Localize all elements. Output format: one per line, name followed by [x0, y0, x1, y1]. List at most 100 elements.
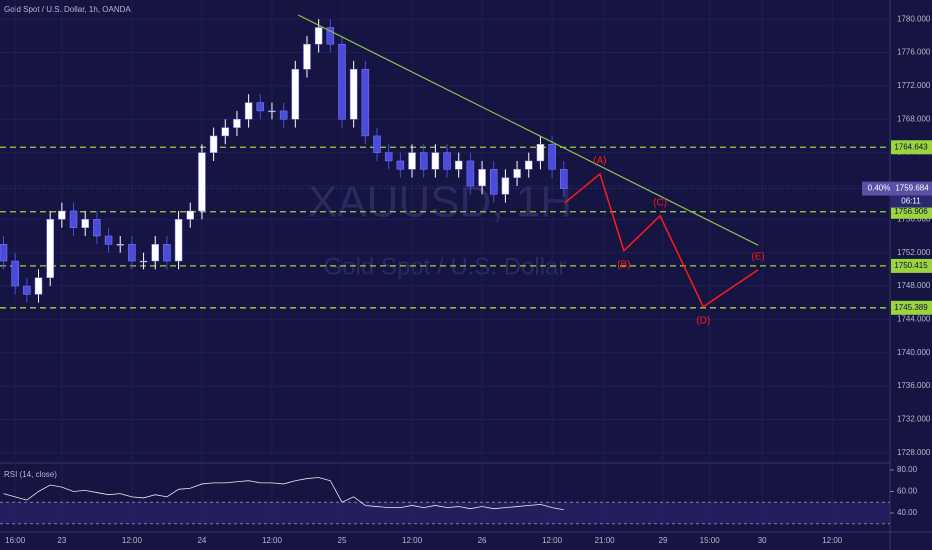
candle-body — [454, 160, 463, 170]
rsi-title: RSI (14, close) — [4, 470, 57, 479]
chart-title: Gold Spot / U.S. Dollar, 1h, OANDA — [4, 5, 131, 14]
y-tick-label: 1744.000 — [897, 315, 931, 324]
last-price-tag — [862, 181, 932, 196]
candle-body — [536, 144, 545, 162]
candle-body — [291, 68, 300, 120]
countdown-tag — [891, 195, 932, 208]
level-tag — [891, 204, 932, 219]
level-tag-label: 1764.643 — [894, 142, 928, 151]
x-tick-label: 12:00 — [822, 536, 843, 545]
y-tick-label: 1772.000 — [897, 81, 931, 90]
level-tag — [891, 300, 932, 315]
wave-label: (A) — [593, 156, 606, 167]
y-tick-label: 1776.000 — [897, 48, 931, 57]
wave-label: (C) — [653, 197, 667, 208]
candle-body — [139, 260, 148, 263]
candle-body — [163, 244, 171, 262]
x-tick-label: 23 — [57, 536, 66, 545]
candle-body — [303, 43, 311, 70]
candle-body — [478, 169, 486, 187]
candle-body — [524, 160, 533, 170]
candle-body — [361, 68, 370, 137]
candle-body — [560, 169, 568, 189]
candle-body — [431, 152, 440, 170]
rsi-line — [3, 477, 564, 511]
candle-body — [128, 244, 136, 262]
candle-body — [396, 160, 405, 170]
x-tick-label: 26 — [478, 536, 487, 545]
x-tick-label: 12:00 — [122, 536, 143, 545]
level-tag — [891, 258, 932, 273]
rsi-tick-label: 60.00 — [897, 487, 918, 496]
x-tick-label: 29 — [659, 536, 668, 545]
y-tick-label: 1728.000 — [897, 448, 931, 457]
rsi-band — [0, 502, 890, 524]
candle-body — [314, 27, 323, 45]
candle-body — [268, 110, 276, 113]
candle-body — [0, 244, 8, 262]
level-tag-label: 1750.415 — [894, 261, 928, 270]
level-tag-label: 1756.906 — [894, 207, 928, 216]
candle-body — [326, 27, 335, 45]
candle-body — [104, 235, 113, 245]
rsi-tick-label: 40.00 — [897, 508, 918, 517]
candle-body — [244, 102, 253, 120]
y-tick-label: 1768.000 — [897, 114, 931, 123]
y-tick-label: 1736.000 — [897, 381, 931, 390]
x-tick-label: 25 — [338, 536, 347, 545]
x-tick-label: 16:00 — [5, 536, 26, 545]
wave-path — [564, 172, 759, 308]
y-tick-label: 1780.000 — [897, 14, 931, 23]
candle-body — [186, 210, 195, 220]
candle-body — [466, 160, 475, 187]
candle-body — [221, 127, 230, 137]
x-tick-label: 30 — [758, 536, 767, 545]
y-tick-label: 1732.000 — [897, 415, 931, 424]
candle-body — [11, 260, 19, 287]
x-tick-label: 15:00 — [700, 536, 721, 545]
x-tick-label: 24 — [197, 536, 206, 545]
rsi-tick-label: 80.00 — [897, 465, 918, 474]
candle-body — [513, 169, 521, 178]
candle-body — [34, 277, 43, 295]
y-tick-label: 1740.000 — [897, 348, 931, 357]
candle-body — [419, 152, 428, 170]
candle-body — [69, 210, 78, 228]
x-tick-label: 12:00 — [402, 536, 423, 545]
candle-body — [349, 68, 358, 120]
candle-body — [151, 244, 159, 262]
candle-body — [373, 135, 381, 153]
level-tag — [891, 140, 932, 155]
last-price-label: 1759.684 — [895, 184, 929, 193]
candle-body — [548, 144, 556, 170]
y-tick-label: 1748.000 — [897, 281, 931, 290]
candle-body — [93, 219, 101, 237]
level-tag-label: 1745.389 — [894, 303, 928, 312]
y-tick-label: 1756.000 — [897, 214, 931, 223]
candle-body — [116, 244, 124, 246]
watermark-subtitle: Gold Spot / U.S. Dollar — [324, 253, 567, 280]
candle-body — [46, 219, 54, 278]
candle-body — [81, 219, 89, 228]
candle-body — [279, 110, 288, 120]
candle-body — [443, 152, 451, 170]
trendline — [297, 14, 759, 246]
candle-body — [501, 177, 510, 195]
candle-body — [209, 135, 218, 153]
candle-body — [384, 152, 393, 162]
candle-body — [256, 102, 265, 112]
x-tick-label: 12:00 — [262, 536, 283, 545]
wave-label: (D) — [696, 315, 710, 326]
x-tick-label: 21:00 — [595, 536, 616, 545]
candle-body — [23, 285, 31, 295]
candle-body — [58, 210, 66, 220]
wave-label: (B) — [617, 259, 630, 270]
x-tick-label: 12:00 — [542, 536, 563, 545]
y-tick-label: 1752.000 — [897, 248, 931, 257]
candle-body — [233, 119, 241, 128]
last-price-change: 0.40% — [868, 184, 891, 193]
candle-body — [408, 152, 416, 170]
candle-body — [489, 169, 498, 195]
